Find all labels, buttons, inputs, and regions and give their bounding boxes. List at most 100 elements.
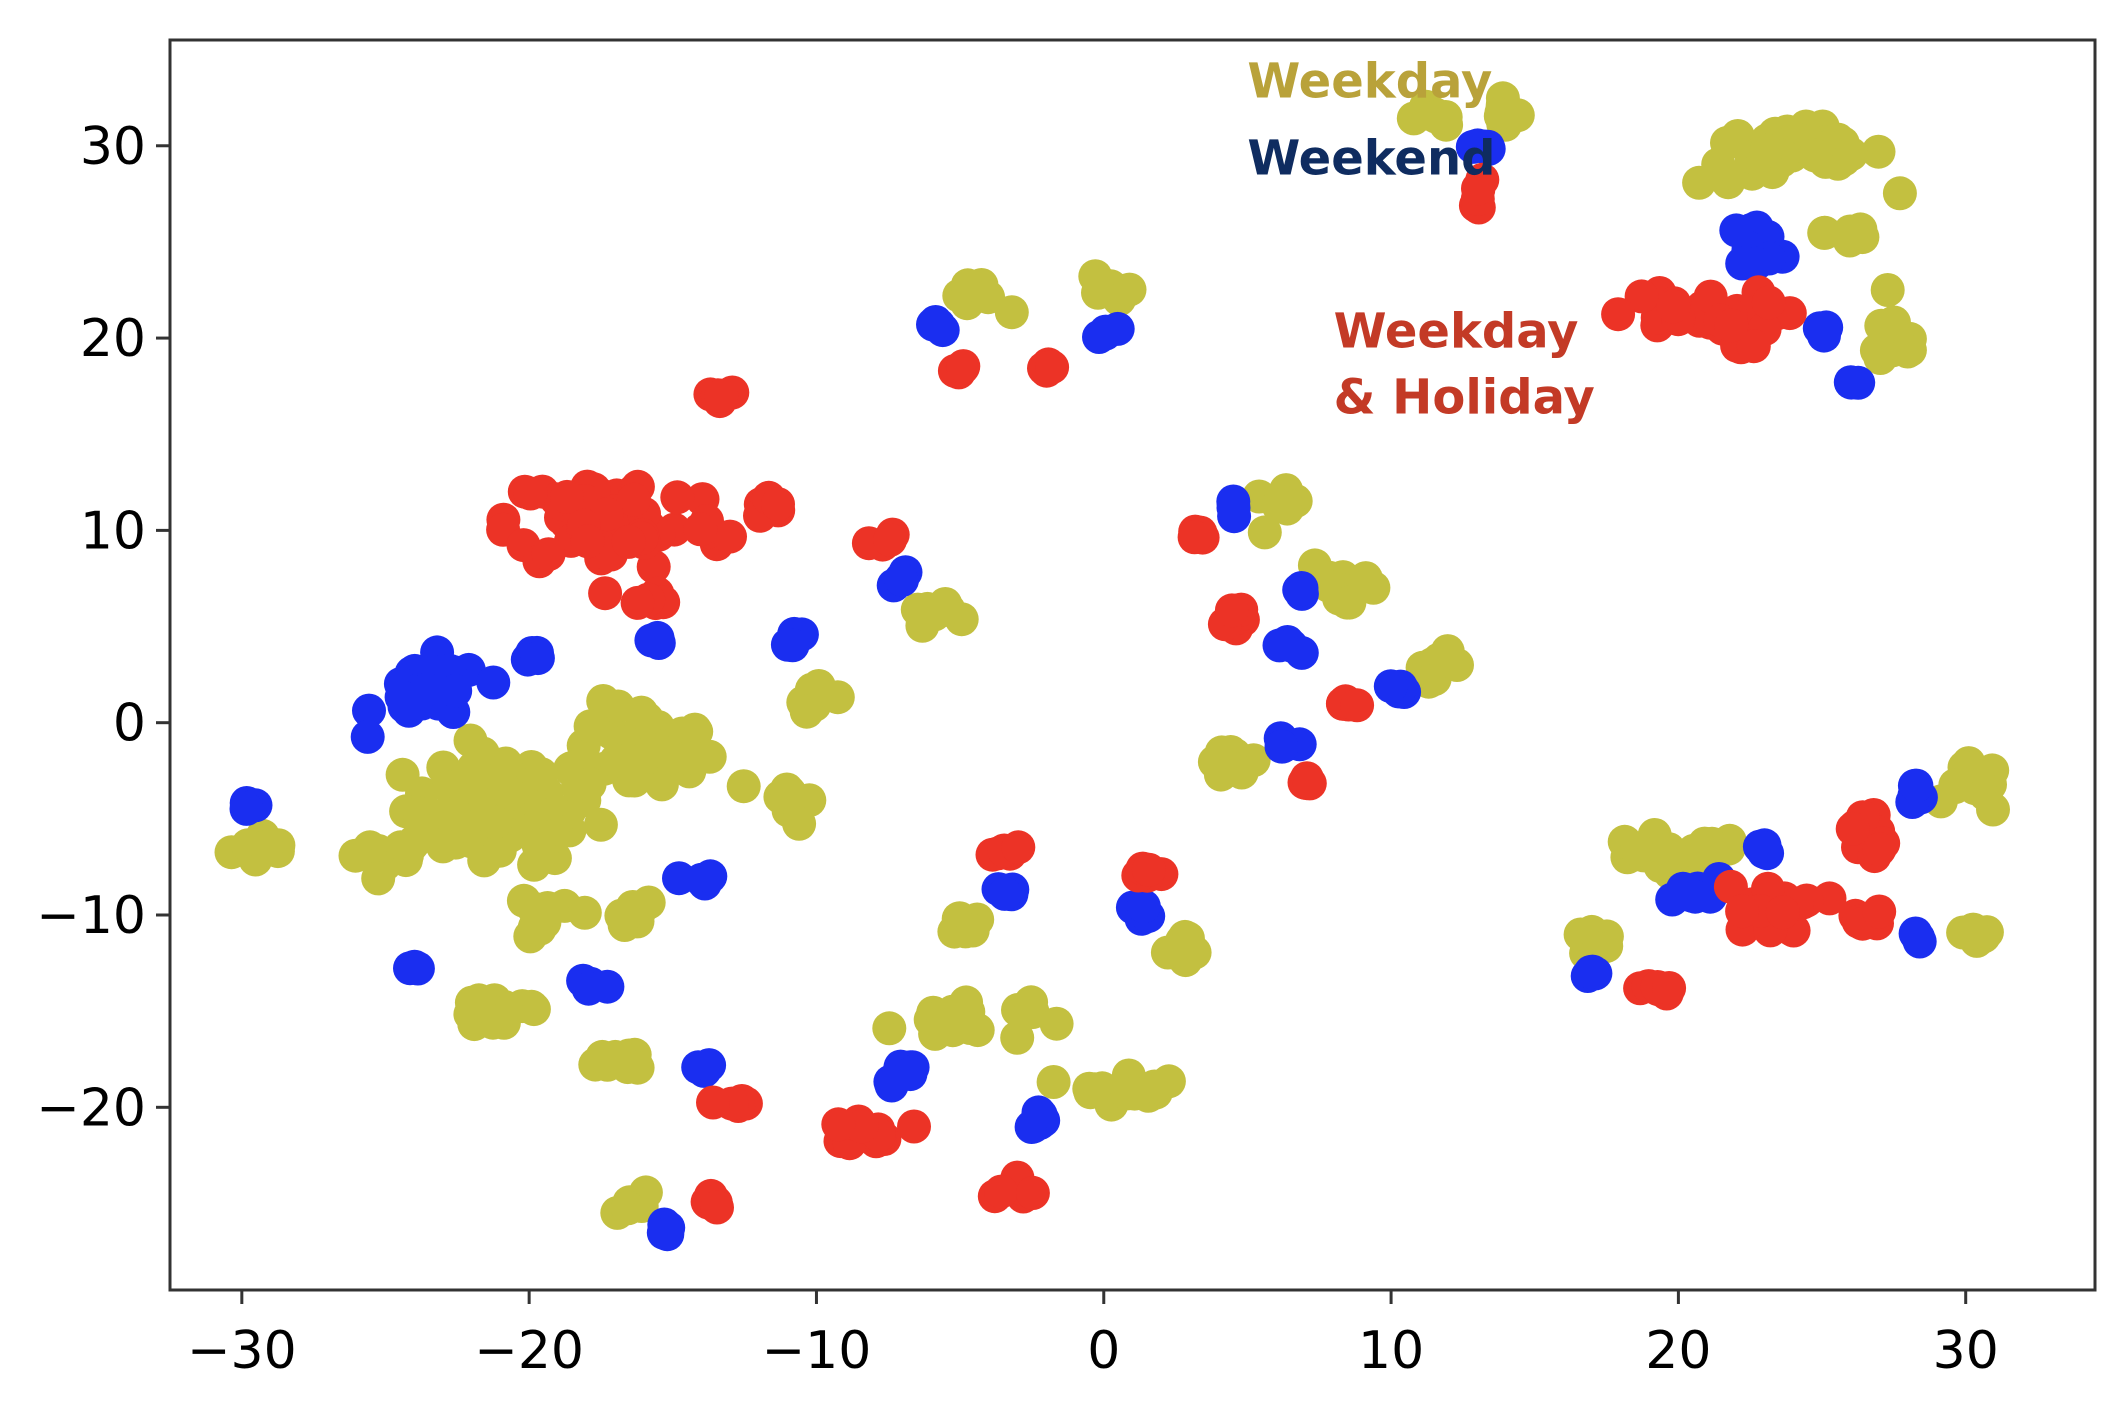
scatter-point-weekday — [607, 899, 642, 934]
legend-label-weekday: Weekday — [1247, 54, 1492, 110]
y-tick-label: 10 — [80, 501, 146, 561]
scatter-point-weekend — [400, 951, 435, 986]
scatter-point-weekday — [572, 767, 607, 802]
scatter-point-holiday — [946, 349, 981, 384]
scatter-point-holiday — [873, 522, 908, 557]
scatter-point-weekday — [585, 1039, 620, 1074]
scatter-point-weekday — [567, 895, 602, 930]
scatter-point-weekday — [478, 805, 513, 840]
scatter-point-weekday — [524, 757, 559, 792]
scatter-point-weekday — [1711, 831, 1746, 866]
series-weekday — [214, 81, 2010, 1230]
scatter-point-holiday — [620, 585, 655, 620]
scatter-point-weekend — [893, 1057, 928, 1092]
scatter-point-weekend — [1738, 246, 1773, 281]
scatter-point-weekday — [1247, 515, 1282, 550]
scatter-point-weekend — [520, 641, 555, 676]
scatter-point-holiday — [1292, 766, 1327, 801]
scatter-point-weekday — [1807, 215, 1842, 250]
x-tick-label: −20 — [474, 1321, 584, 1381]
scatter-point-holiday — [761, 487, 795, 522]
scatter-point-weekend — [350, 719, 385, 754]
scatter-point-weekday — [1834, 137, 1869, 172]
scatter-point-weekday — [586, 684, 621, 718]
scatter-point-holiday — [700, 1190, 734, 1225]
scatter-point-weekday — [872, 1011, 907, 1046]
scatter-point-weekday — [953, 1011, 988, 1045]
scatter-point-weekend — [1373, 669, 1408, 704]
scatter-point-weekend — [1126, 889, 1161, 924]
scatter-point-holiday — [1214, 593, 1249, 628]
series-holiday — [486, 162, 1901, 1225]
scatter-point-holiday — [696, 1085, 730, 1120]
legend-label-weekend: Weekend — [1247, 131, 1495, 187]
scatter-point-weekday — [1890, 334, 1925, 369]
scatter-point-weekday — [1710, 125, 1744, 160]
scatter-point-weekday — [677, 712, 712, 747]
x-tick-label: 20 — [1645, 1321, 1711, 1381]
scatter-point-weekend — [1899, 768, 1934, 803]
scatter-point-holiday — [1340, 688, 1375, 723]
scatter-point-weekday — [1039, 1006, 1074, 1041]
scatter-point-weekend — [1216, 490, 1251, 525]
scatter-point-weekday — [918, 1016, 953, 1051]
series-weekend — [229, 128, 1938, 1252]
scatter-point-holiday — [1714, 308, 1749, 343]
scatter-point-weekday — [583, 807, 618, 842]
scatter-point-weekday — [1261, 488, 1296, 523]
y-tick-label: 30 — [80, 117, 146, 177]
scatter-point-weekend — [476, 665, 511, 700]
scatter-point-holiday — [1015, 1176, 1050, 1210]
scatter-point-weekday — [928, 587, 963, 621]
scatter-point-weekend — [925, 313, 960, 348]
scatter-point-holiday — [1765, 895, 1800, 930]
scatter-point-weekday — [1955, 915, 1990, 950]
scatter-point-weekday — [599, 743, 634, 778]
scatter-point-weekday — [620, 1050, 655, 1085]
scatter-point-holiday — [1751, 285, 1786, 320]
scatter-point-weekday — [1072, 1071, 1107, 1106]
scatter-point-weekday — [1859, 333, 1894, 368]
legend-annotations: Weekday Weekend Weekday & Holiday — [1247, 54, 1594, 426]
scatter-point-holiday — [1461, 171, 1495, 206]
scatter-point-weekday — [1798, 138, 1833, 173]
scatter-point-weekday — [1837, 214, 1872, 249]
scatter-point-weekday — [1348, 561, 1383, 596]
points-layer — [214, 81, 2010, 1252]
scatter-point-weekday — [361, 861, 396, 896]
scatter-point-weekend — [770, 627, 805, 662]
scatter-point-holiday — [683, 512, 718, 547]
scatter-point-weekday — [820, 680, 855, 715]
x-tick-label: 0 — [1087, 1321, 1120, 1381]
scatter-point-holiday — [821, 1107, 856, 1142]
scatter-point-holiday — [897, 1109, 931, 1144]
scatter-point-weekday — [1000, 1020, 1035, 1055]
scatter-point-weekend — [1719, 213, 1754, 248]
scatter-point-weekend — [1573, 955, 1608, 989]
x-tick-label: −30 — [187, 1321, 297, 1381]
scatter-point-weekday — [1112, 272, 1147, 307]
scatter-point-weekday — [644, 767, 679, 802]
scatter-point-weekday — [1861, 134, 1896, 169]
scatter-point-weekday — [1976, 792, 2010, 827]
x-tick-label: −10 — [762, 1321, 872, 1381]
scatter-point-weekday — [1877, 305, 1911, 340]
scatter-point-weekday — [772, 775, 807, 810]
scatter-point-holiday — [1601, 297, 1636, 332]
scatter-point-holiday — [713, 519, 747, 554]
scatter-point-weekday — [338, 838, 373, 873]
scatter-point-weekend — [641, 626, 676, 660]
scatter-point-holiday — [611, 524, 646, 559]
scatter-point-weekday — [1882, 176, 1917, 211]
x-tick-label: 10 — [1358, 1321, 1424, 1381]
scatter-point-holiday — [588, 576, 623, 611]
scatter-point-weekday — [955, 913, 990, 948]
scatter-point-weekday — [461, 983, 496, 1018]
scatter-point-weekday — [1151, 1064, 1186, 1099]
scatter-point-weekday — [573, 709, 608, 744]
scatter-point-weekend — [384, 680, 419, 715]
scatter-point-weekday — [1224, 755, 1259, 790]
scatter-point-holiday — [1035, 350, 1070, 385]
scatter-point-weekday — [1117, 1076, 1152, 1111]
